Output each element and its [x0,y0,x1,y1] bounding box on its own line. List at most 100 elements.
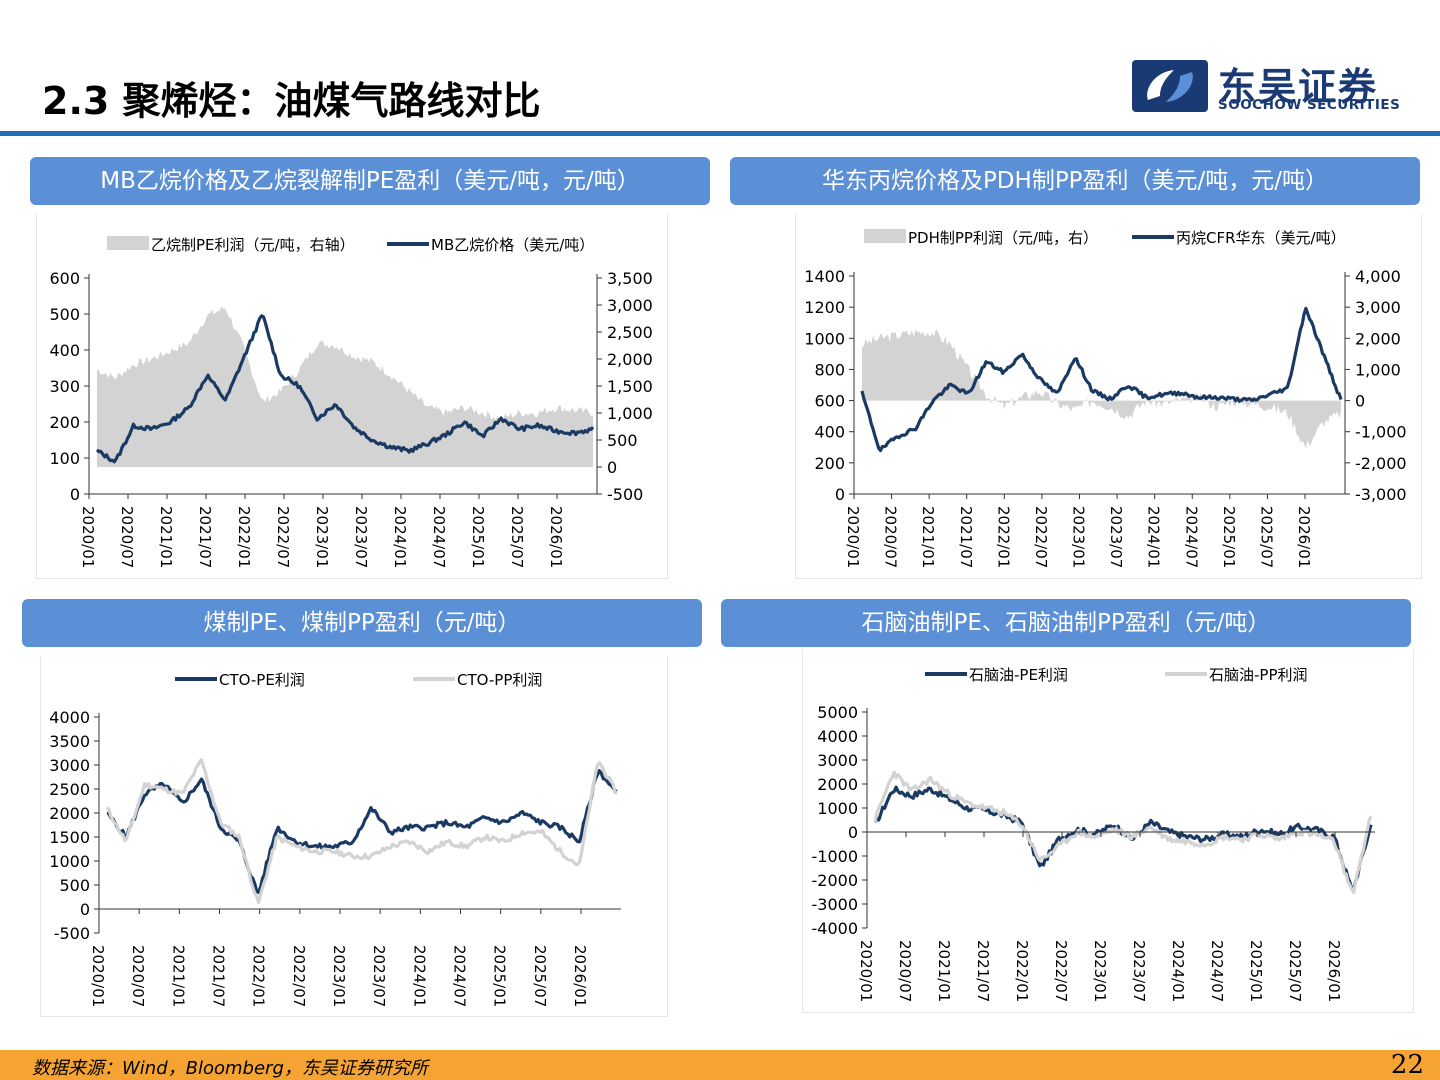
chart2-svg: PDH制PP利润（元/吨，右） 丙烷CFR华东（美元/吨） 0 200 400 600 80… [804,229,1407,568]
x-tick-label-13: 2026/01 [547,506,565,568]
x-tick-label-12: 2025/07 [531,945,549,1007]
y2-tick-label-4: 1,000 [607,404,653,423]
legend-swatch-2 [1165,672,1207,676]
y-tick-label-2: 100 [49,449,80,468]
x-tick-label-13: 2026/01 [571,945,589,1007]
y-tick-label-1: 0 [70,485,80,504]
series-line-2 [95,314,595,464]
legend-label-1: PDH制PP利润（元/吨，右） [908,229,1098,247]
y-tick-label-6: 500 [49,305,80,324]
x-tick-label-8: 2023/07 [370,945,388,1007]
x-tick-label-4: 2021/07 [957,506,975,568]
y-tick-label-4: 600 [814,392,845,411]
y2-tick-label-9: 3,500 [607,269,653,288]
y-tick-label-6: 1000 [804,329,845,348]
header-divider [0,131,1440,136]
x-tick-label-11: 2025/01 [469,506,487,568]
y-tick-label-1: -500 [54,924,90,943]
legend-label-2: 丙烷CFR华东（美元/吨） [1176,229,1346,247]
x-tick-label-8: 2023/07 [352,506,370,568]
x-tick-label-7: 2023/01 [330,945,348,1007]
logo-cn-text: 东吴证券 [1218,65,1379,109]
y-tick-label-10: 5000 [817,703,858,722]
x-tick-label-10: 2024/07 [1182,506,1200,568]
y-tick-label-3: 500 [59,876,90,895]
chart3-header: 煤制PE、煤制PP盈利（元/吨） [22,599,702,647]
y-tick-label-8: 3000 [817,751,858,770]
x-tick-label-9: 2024/01 [1169,940,1187,1002]
legend-swatch-2 [1132,235,1174,239]
y-tick-label-7: 2500 [49,780,90,799]
chart2-header: 华东丙烷价格及PDH制PP盈利（美元/吨，元/吨） [730,157,1420,205]
chart4-svg: 石脑油-PE利润 石脑油-PP利润 -4000 -3000 -2000 -1000 0 100… [812,666,1375,1002]
x-tick-label-9: 2024/01 [391,506,409,568]
legend-swatch-2 [387,242,429,246]
series-line-2 [105,758,618,905]
y2-tick-label-1: -500 [607,485,643,504]
x-tick-label-13: 2026/01 [1325,940,1343,1002]
footer-source: 数据来源：Wind，Bloomberg，东吴证券研究所 [32,1058,428,1079]
chart2-box: PDH制PP利润（元/吨，右） 丙烷CFR华东（美元/吨） 0 200 400 600 80… [795,214,1422,579]
series-area-1 [862,329,1341,449]
legend-swatch-2 [413,677,455,681]
x-tick-label-5: 2022/01 [994,506,1012,568]
chart1-box: 乙烷制PE利润（元/吨，右轴） MB乙烷价格（美元/吨） 0 100 200 300 400… [36,214,668,579]
legend-label-1: CTO-PE利润 [219,671,305,689]
y-tick-label-5: 400 [49,341,80,360]
x-tick-label-8: 2023/07 [1130,940,1148,1002]
y-tick-label-3: 200 [49,413,80,432]
legend-label-1: 石脑油-PE利润 [969,666,1068,684]
x-tick-label-12: 2025/07 [1286,940,1304,1002]
legend-label-2: 石脑油-PP利润 [1209,666,1308,684]
legend-swatch-1 [864,229,906,243]
x-tick-label-3: 2021/01 [919,506,937,568]
y-tick-label-3: 400 [814,423,845,442]
x-tick-label-10: 2024/07 [1208,940,1226,1002]
legend-swatch-1 [925,672,967,676]
x-tick-label-4: 2021/07 [974,940,992,1002]
x-tick-label-10: 2024/07 [451,945,469,1007]
y-tick-label-2: -3000 [812,895,859,914]
chart4-box: 石脑油-PE利润 石脑油-PP利润 -4000 -3000 -2000 -1000 0 100… [802,650,1414,1013]
y-tick-label-5: 1500 [49,828,90,847]
y2-tick-label-2: -2,000 [1355,454,1407,473]
x-tick-label-5: 2022/01 [250,945,268,1007]
y-tick-label-4: 1000 [49,852,90,871]
x-tick-label-2: 2020/07 [896,940,914,1002]
y2-tick-label-8: 3,000 [607,296,653,315]
x-tick-label-11: 2025/01 [1247,940,1265,1002]
x-tick-label-10: 2024/07 [430,506,448,568]
y2-tick-label-8: 4,000 [1355,267,1401,286]
y-tick-label-10: 4000 [49,708,90,727]
x-tick-label-8: 2023/07 [1107,506,1125,568]
y-tick-label-9: 4000 [817,727,858,746]
x-tick-label-1: 2020/01 [79,506,97,568]
x-tick-label-1: 2020/01 [844,506,862,568]
y-tick-label-3: -2000 [812,871,859,890]
series-line-1 [873,785,1373,892]
y2-tick-label-7: 3,000 [1355,298,1401,317]
y2-tick-label-6: 2,000 [607,350,653,369]
y-tick-label-7: 2000 [817,775,858,794]
chart1-svg: 乙烷制PE利润（元/吨，右轴） MB乙烷价格（美元/吨） 0 100 200 300 400… [49,236,653,568]
x-tick-label-2: 2020/07 [118,506,136,568]
x-tick-label-6: 2022/07 [1032,506,1050,568]
series-line-1 [106,769,618,895]
series-line-2 [860,306,1343,453]
x-tick-label-11: 2025/01 [491,945,509,1007]
legend-swatch-1 [175,677,217,681]
y2-tick-label-3: -1,000 [1355,423,1407,442]
y-tick-label-8: 3000 [49,756,90,775]
y-tick-label-2: 200 [814,454,845,473]
page-title: 2.3 聚烯烃：油煤气路线对比 [42,79,541,123]
x-tick-label-12: 2025/07 [508,506,526,568]
y-tick-label-6: 1000 [817,799,858,818]
footer-bar: 数据来源：Wind，Bloomberg，东吴证券研究所 22 [0,1050,1440,1080]
x-tick-label-5: 2022/01 [235,506,253,568]
y-tick-label-6: 2000 [49,804,90,823]
x-tick-label-1: 2020/01 [89,945,107,1007]
y-tick-label-5: 800 [814,360,845,379]
y-tick-label-7: 600 [49,269,80,288]
legend-label-1: 乙烷制PE利润（元/吨，右轴） [151,236,355,254]
chart3-svg: CTO-PE利润 CTO-PP利润 -500 0 500 1000 1500 2000 2500… [49,671,621,1007]
